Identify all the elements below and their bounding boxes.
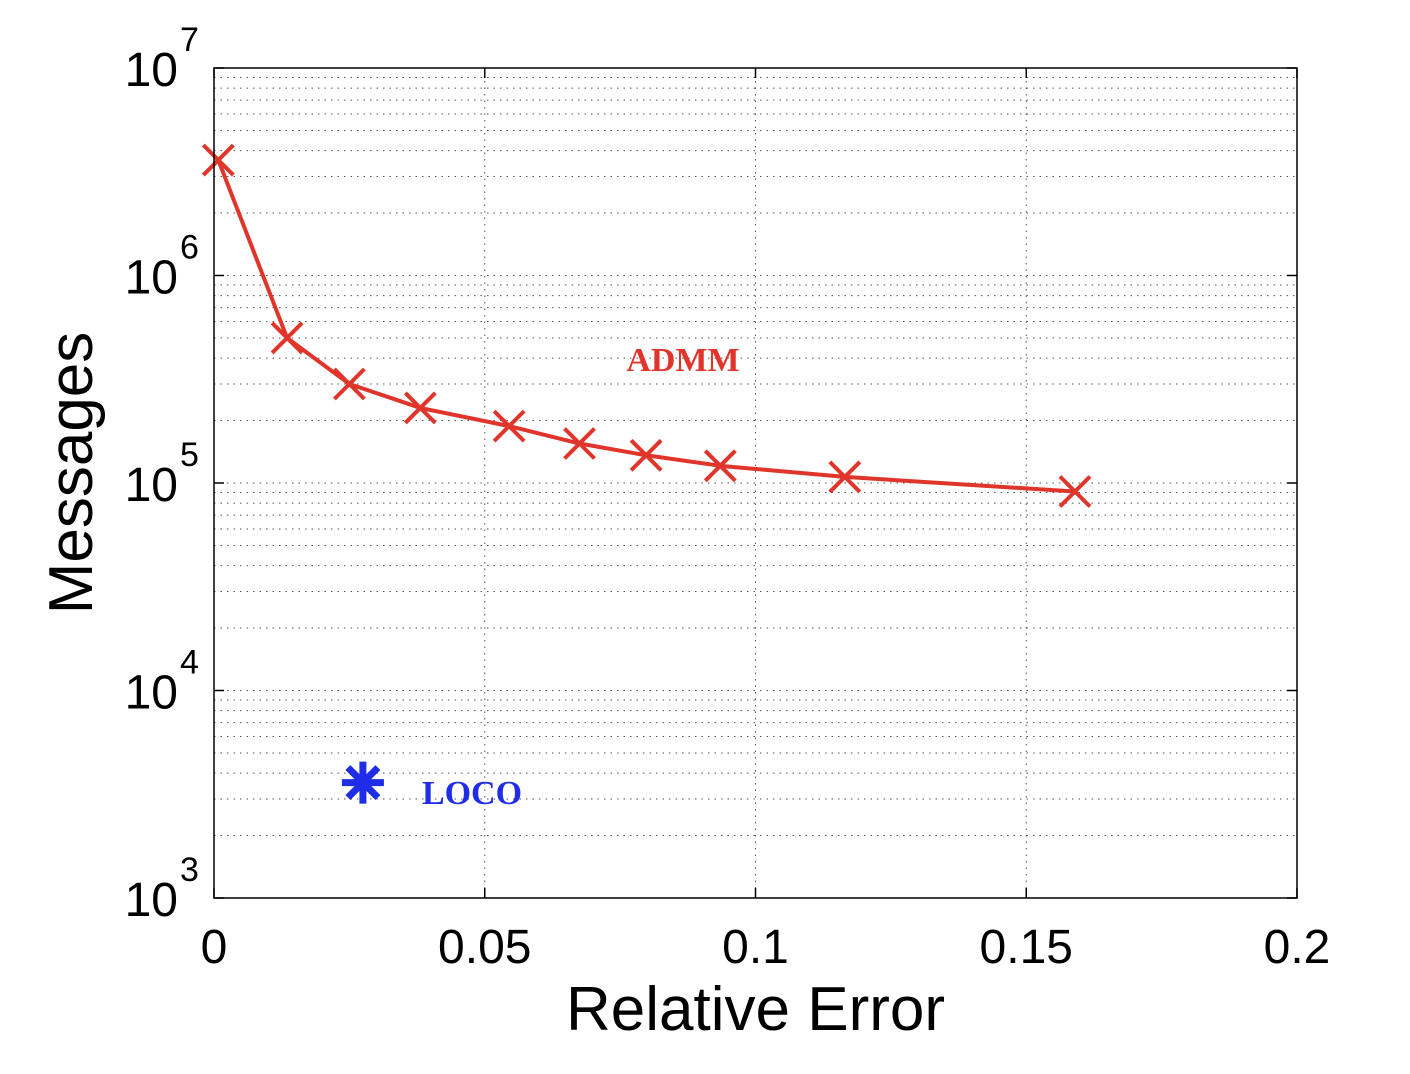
series-admm [201, 143, 1092, 508]
x-tick-label: 0.05 [438, 921, 531, 974]
y-tick-label: 103 [125, 851, 199, 927]
y-tick-label: 104 [125, 644, 199, 720]
y-tick-exponent: 6 [180, 229, 199, 267]
y-tick-base: 10 [125, 667, 178, 720]
y-tick-base: 10 [125, 459, 178, 512]
x-tick-label: 0.15 [980, 921, 1073, 974]
data-point [332, 367, 366, 401]
data-point [703, 449, 737, 483]
y-tick-exponent: 4 [180, 644, 199, 682]
data-point [629, 438, 663, 472]
data-point [1058, 475, 1092, 508]
x-tick-label: 0 [201, 921, 228, 974]
data-point [270, 321, 304, 355]
x-tick-label: 0.1 [722, 921, 789, 974]
data-point [403, 391, 437, 425]
annotations: ADMM LOCO [422, 342, 740, 812]
data-point [201, 143, 235, 177]
data-point [492, 409, 526, 443]
series-line [216, 159, 1076, 494]
series-annotation: ADMM [626, 342, 739, 379]
y-tick-label: 105 [125, 436, 199, 512]
x-axis-label: Relative Error [566, 975, 945, 1044]
x-tick-label: 0.2 [1264, 921, 1331, 974]
y-tick-exponent: 7 [180, 21, 199, 59]
series-loco [341, 761, 384, 804]
y-tick-base: 10 [125, 874, 178, 927]
series-layer [201, 143, 1092, 804]
data-point [828, 460, 862, 494]
ticks [213, 67, 1298, 899]
series-annotation: LOCO [422, 775, 522, 812]
y-tick-label: 106 [125, 229, 199, 305]
y-tick-exponent: 3 [180, 851, 199, 889]
y-axis-label: Messages [37, 332, 106, 615]
y-tick-exponent: 5 [180, 436, 199, 474]
data-point [563, 427, 596, 460]
y-tick-label: 107 [125, 21, 199, 97]
data-point [341, 761, 384, 804]
y-tick-base: 10 [125, 252, 178, 305]
y-tick-base: 10 [125, 44, 178, 97]
